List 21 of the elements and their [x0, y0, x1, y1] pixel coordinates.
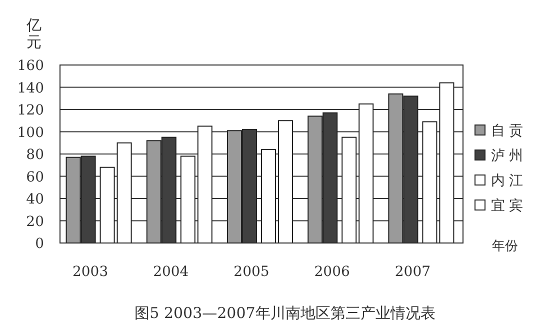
y-tick-label: 60 [26, 169, 44, 186]
y-tick-label: 20 [26, 214, 44, 230]
x-tick-label: 2005 [234, 264, 270, 280]
y-axis-title: 亿元 [26, 16, 42, 51]
x-tick-label: 2006 [314, 264, 350, 280]
x-tick-label: 2004 [153, 264, 189, 280]
y-tick-label: 80 [26, 147, 44, 163]
legend-label: 泸州 [491, 148, 527, 164]
y-tick-label: 0 [35, 236, 44, 252]
x-axis-title: 年份 [492, 239, 518, 254]
y-tick-label: 120 [17, 102, 44, 118]
y-tick-label: 140 [17, 80, 44, 96]
y-tick-label: 40 [26, 192, 44, 208]
text: 图5 2003—2007年川南地区第三产业情况表 [134, 304, 436, 322]
x-tick-label: 2007 [394, 264, 431, 280]
y-tick-label: 160 [17, 58, 44, 74]
x-tick-label: 2003 [72, 264, 108, 280]
y-tick-label: 100 [17, 124, 44, 141]
legend-label: 自贡 [491, 123, 527, 139]
legend-label: 内江 [491, 173, 527, 189]
legend-label: 宜宾 [491, 198, 527, 214]
